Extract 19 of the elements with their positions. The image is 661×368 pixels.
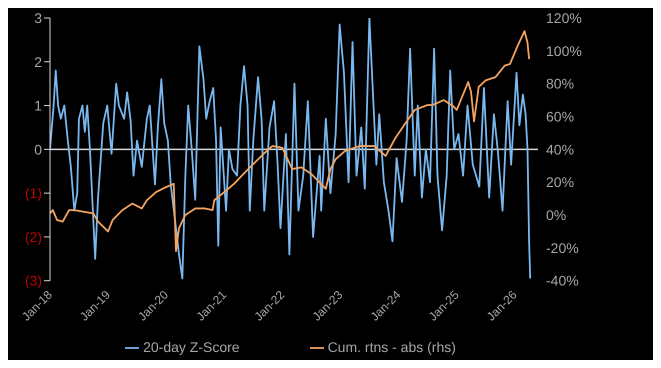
y-tick-label: (1): [24, 185, 42, 202]
line-series: [50, 30, 530, 252]
y-tick-label: 1: [34, 98, 42, 114]
y2-tick-label: -40%: [546, 272, 579, 289]
y-tick-label: 2: [34, 54, 42, 70]
y-tick-label: 0: [34, 141, 42, 158]
y-tick-label: (2): [24, 228, 42, 245]
y2-tick-label: 120%: [546, 10, 582, 26]
y-tick-label: 3: [34, 10, 42, 26]
y2-tick-label: -20%: [546, 240, 579, 256]
y2-tick-label: 0%: [546, 206, 566, 223]
y-tick-label: (3): [24, 272, 42, 289]
y2-tick-label: 20%: [546, 174, 574, 190]
legend-label: Cum. rtns - abs (rhs): [328, 338, 456, 355]
y2-tick-label: 60%: [546, 108, 574, 124]
legend-label: 20-day Z-Score: [143, 338, 240, 355]
y2-tick-label: 80%: [546, 76, 574, 92]
y2-tick-label: 40%: [546, 141, 574, 158]
y2-tick-label: 100%: [546, 42, 582, 59]
